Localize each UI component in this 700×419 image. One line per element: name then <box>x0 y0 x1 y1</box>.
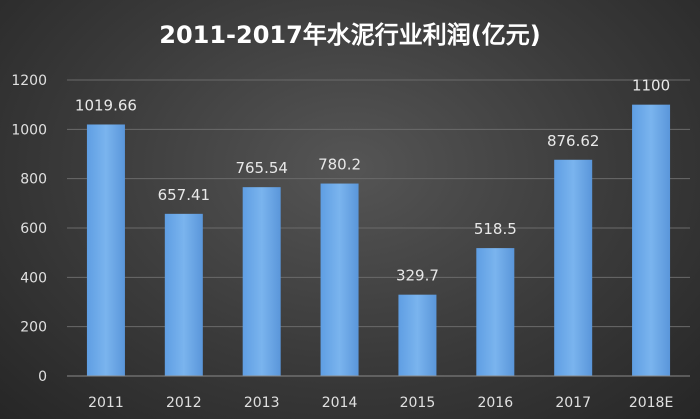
data-label: 1100 <box>632 77 670 95</box>
bar <box>242 187 281 376</box>
x-tick-label: 2015 <box>400 395 436 411</box>
y-tick-label: 1200 <box>11 73 47 89</box>
bar <box>398 294 437 376</box>
data-label: 765.54 <box>235 159 288 177</box>
bars <box>86 104 671 377</box>
bar <box>554 159 593 376</box>
x-tick-label: 2012 <box>166 395 202 411</box>
bar <box>632 104 671 377</box>
x-tick-label: 2014 <box>322 395 358 411</box>
bar <box>476 248 515 376</box>
x-axis-ticks: 2011 2012 2013 2014 2015 2016 2017 2018E <box>88 395 673 411</box>
x-tick-label: 2017 <box>555 395 591 411</box>
x-tick-label: 2018E <box>629 395 673 411</box>
x-tick-label: 2013 <box>244 395 280 411</box>
y-tick-label: 1000 <box>11 122 47 138</box>
y-tick-label: 0 <box>38 369 47 385</box>
data-labels: 1019.66 657.41 765.54 780.2 329.7 518.5 876.62… <box>75 77 670 285</box>
data-label: 876.62 <box>547 132 600 150</box>
x-tick-label: 2011 <box>88 395 124 411</box>
data-label: 518.5 <box>474 220 517 238</box>
data-label: 780.2 <box>318 156 361 174</box>
data-label: 657.41 <box>158 186 211 204</box>
y-tick-label: 600 <box>20 221 47 237</box>
bar <box>164 213 203 376</box>
y-tick-label: 200 <box>20 320 47 336</box>
data-label: 1019.66 <box>75 96 137 114</box>
data-label: 329.7 <box>396 267 439 285</box>
y-tick-label: 800 <box>20 172 47 188</box>
y-axis-ticks: 0 200 400 600 800 1000 1200 <box>11 73 47 385</box>
y-tick-label: 400 <box>20 270 47 286</box>
chart-title: 2011-2017年水泥行业利润(亿元) <box>159 21 541 49</box>
bar <box>86 124 125 377</box>
bar <box>320 183 359 376</box>
x-tick-label: 2016 <box>477 395 513 411</box>
